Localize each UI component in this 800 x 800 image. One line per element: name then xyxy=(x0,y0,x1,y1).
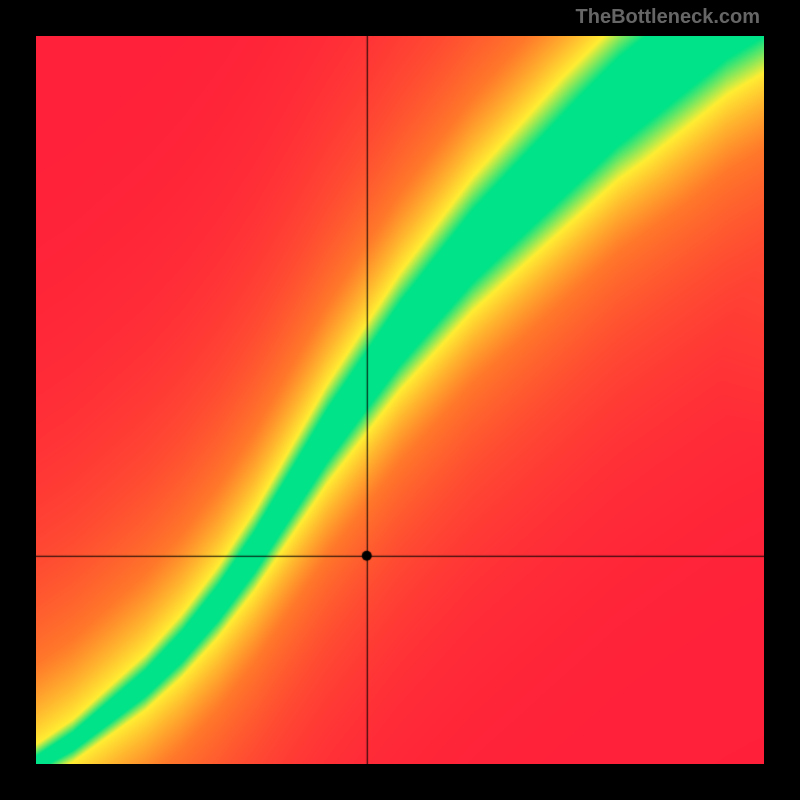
watermark-text: TheBottleneck.com xyxy=(576,6,760,29)
heatmap-canvas xyxy=(36,36,764,764)
heatmap-plot xyxy=(36,36,764,764)
chart-container: TheBottleneck.com xyxy=(0,0,800,800)
